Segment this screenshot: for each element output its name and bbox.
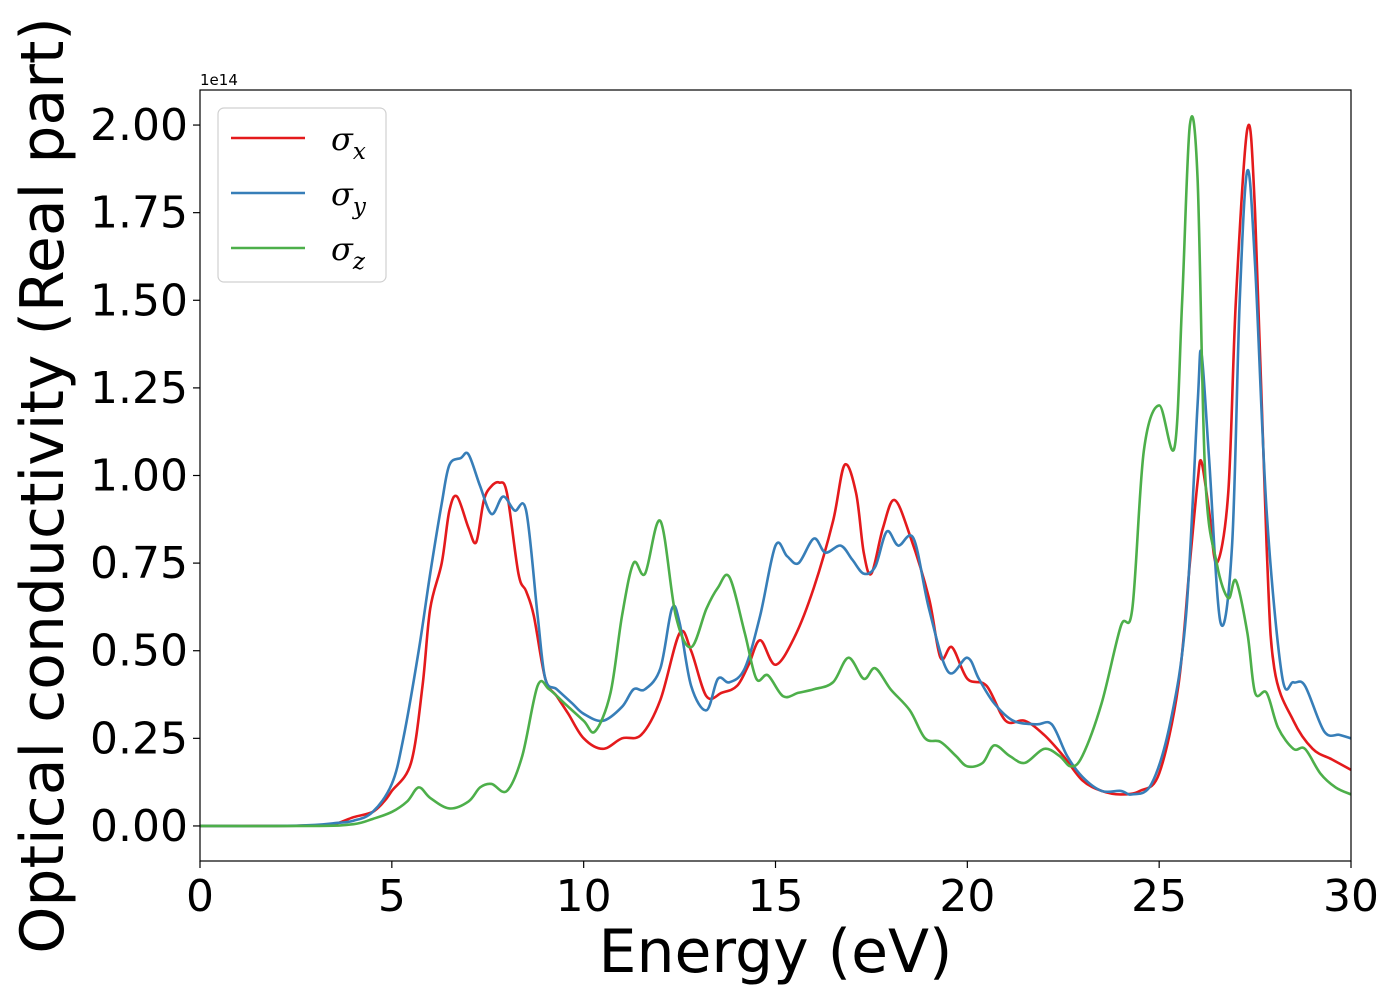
legend: σx σy σz <box>217 107 387 283</box>
x-tick-label: 30 <box>1323 871 1379 922</box>
y-axis-title: Optical conductivity (Real part) <box>8 17 78 954</box>
y-tick-label: 1.50 <box>90 275 188 326</box>
legend-label-y: σy <box>331 175 367 220</box>
y-tick-label: 0.25 <box>90 713 188 764</box>
x-tick-label: 10 <box>556 871 612 922</box>
legend-label-x: σx <box>331 120 366 165</box>
x-tick-label: 5 <box>378 871 406 922</box>
x-axis-title: Energy (eV) <box>599 917 953 987</box>
y-tick-label: 1.75 <box>90 188 188 239</box>
x-tick-label: 20 <box>939 871 995 922</box>
series-layer <box>200 115 1351 828</box>
y-tick-label: 0.00 <box>90 801 188 852</box>
y-tick-label: 0.75 <box>90 538 188 589</box>
axis-ticks: 0 5 10 15 20 25 30 0.00 0.25 0.50 0.75 1.00 1.25 1.50… <box>90 100 1379 922</box>
series-line-z <box>200 115 1351 828</box>
y-axis-offset-label: 1e14 <box>200 71 238 89</box>
series-line-x <box>200 123 1351 828</box>
legend-label-z: σz <box>331 230 366 275</box>
y-tick-label: 2.00 <box>90 100 188 151</box>
x-tick-label: 15 <box>748 871 804 922</box>
x-tick-label: 25 <box>1131 871 1187 922</box>
legend-box <box>217 107 387 283</box>
y-tick-label: 0.50 <box>90 626 188 677</box>
x-tick-label: 0 <box>186 871 214 922</box>
series-line-y <box>200 168 1351 828</box>
y-tick-label: 1.00 <box>90 451 188 502</box>
y-tick-label: 1.25 <box>90 363 188 414</box>
